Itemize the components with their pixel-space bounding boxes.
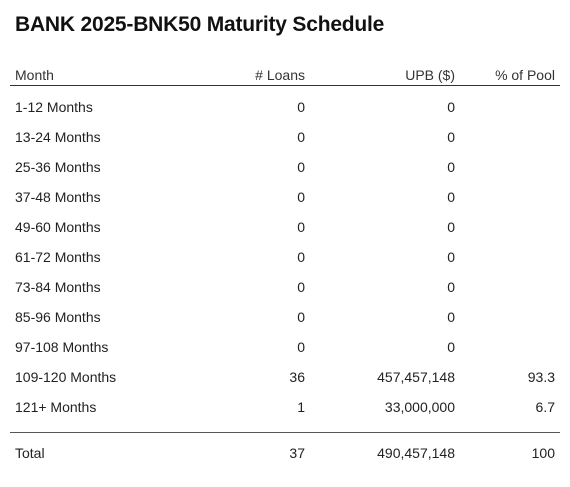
cell-upb: 0 [447,159,455,175]
cell-loans: 0 [297,99,305,115]
cell-loans: 36 [289,369,305,385]
total-upb: 490,457,148 [377,445,455,461]
total-row: Total 37 490,457,148 100 [10,438,560,468]
cell-month: 49-60 Months [15,219,101,235]
cell-loans: 0 [297,189,305,205]
cell-upb: 0 [447,309,455,325]
table-body: 1-12 Months 0 0 13-24 Months 0 0 25-36 M… [10,86,560,422]
total-loans: 37 [289,445,305,461]
cell-month: 73-84 Months [15,279,101,295]
cell-month: 61-72 Months [15,249,101,265]
cell-month: 1-12 Months [15,99,93,115]
column-header-pct: % of Pool [495,67,555,83]
cell-month: 85-96 Months [15,309,101,325]
cell-month: 37-48 Months [15,189,101,205]
cell-loans: 0 [297,159,305,175]
table-row: 97-108 Months 0 0 [10,332,560,362]
cell-loans: 0 [297,219,305,235]
cell-loans: 0 [297,339,305,355]
table-row: 49-60 Months 0 0 [10,212,560,242]
cell-pct: 6.7 [535,399,555,415]
table-row: 85-96 Months 0 0 [10,302,560,332]
cell-loans: 0 [297,279,305,295]
cell-upb: 0 [447,189,455,205]
total-divider [10,422,560,433]
cell-pct: 93.3 [527,369,555,385]
table-header: Month # Loans UPB ($) % of Pool [10,64,560,86]
cell-upb: 0 [447,219,455,235]
cell-loans: 0 [297,249,305,265]
cell-month: 13-24 Months [15,129,101,145]
total-label: Total [15,445,45,461]
cell-month: 121+ Months [15,399,97,415]
column-header-upb: UPB ($) [405,67,455,83]
cell-upb: 33,000,000 [384,399,455,415]
cell-upb: 457,457,148 [377,369,455,385]
column-header-month: Month [15,67,54,83]
cell-loans: 0 [297,309,305,325]
maturity-schedule-table: Month # Loans UPB ($) % of Pool 1-12 Mon… [10,64,560,468]
cell-month: 109-120 Months [15,369,117,385]
cell-month: 25-36 Months [15,159,101,175]
table-row: 13-24 Months 0 0 [10,122,560,152]
total-pct: 100 [531,445,555,461]
table-row: 61-72 Months 0 0 [10,242,560,272]
table-row: 37-48 Months 0 0 [10,182,560,212]
page-title: BANK 2025-BNK50 Maturity Schedule [15,13,385,36]
table-row: 73-84 Months 0 0 [10,272,560,302]
cell-loans: 1 [297,399,305,415]
cell-loans: 0 [297,129,305,145]
table-row: 1-12 Months 0 0 [10,92,560,122]
cell-month: 97-108 Months [15,339,109,355]
cell-upb: 0 [447,339,455,355]
cell-upb: 0 [447,129,455,145]
column-header-loans: # Loans [255,67,305,83]
table-row: 121+ Months 1 33,000,000 6.7 [10,392,560,422]
cell-upb: 0 [447,279,455,295]
table-row: 109-120 Months 36 457,457,148 93.3 [10,362,560,392]
cell-upb: 0 [447,99,455,115]
cell-upb: 0 [447,249,455,265]
table-row: 25-36 Months 0 0 [10,152,560,182]
